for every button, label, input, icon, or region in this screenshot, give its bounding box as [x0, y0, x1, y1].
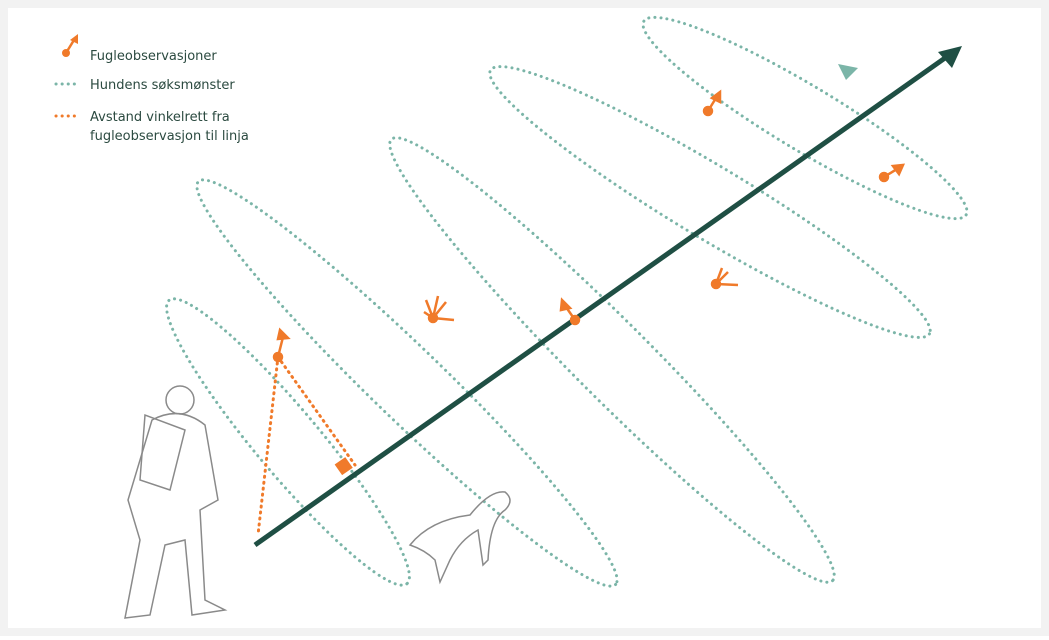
hiker-sketch — [124, 385, 228, 619]
legend-bird-icon — [64, 39, 76, 54]
bird-observation — [272, 327, 291, 363]
bird-flock — [423, 295, 455, 324]
right-angle-marker — [334, 457, 353, 476]
legend: Fugleobservasjoner Hundens søksmønster A… — [54, 34, 249, 144]
dog-direction-arrow — [838, 64, 858, 80]
transect-line — [253, 55, 947, 548]
legend-label: Hundens søksmønster — [90, 78, 235, 93]
search-loop — [195, 178, 619, 588]
bird-observation — [878, 163, 906, 183]
search-pattern — [165, 15, 969, 588]
legend-bird-icon — [70, 34, 78, 44]
search-loop — [488, 65, 932, 339]
search-loop — [641, 15, 969, 221]
legend-label: Fugleobservasjoner — [90, 49, 217, 64]
legend-label: Avstand vinkelrett fra — [90, 110, 230, 125]
search-loop — [388, 136, 836, 584]
search-loop — [165, 297, 411, 587]
bird-observations — [272, 89, 906, 363]
bird-observation — [559, 297, 581, 326]
bird-observation — [702, 89, 722, 117]
distance-lines — [256, 355, 357, 537]
legend-label: fugleobservasjon til linja — [90, 129, 249, 144]
dog-sketch — [408, 491, 511, 585]
perpendicular-line — [276, 355, 357, 467]
transect-arrowhead — [938, 46, 962, 68]
bird-flock — [710, 267, 739, 290]
distance-line — [256, 355, 280, 537]
